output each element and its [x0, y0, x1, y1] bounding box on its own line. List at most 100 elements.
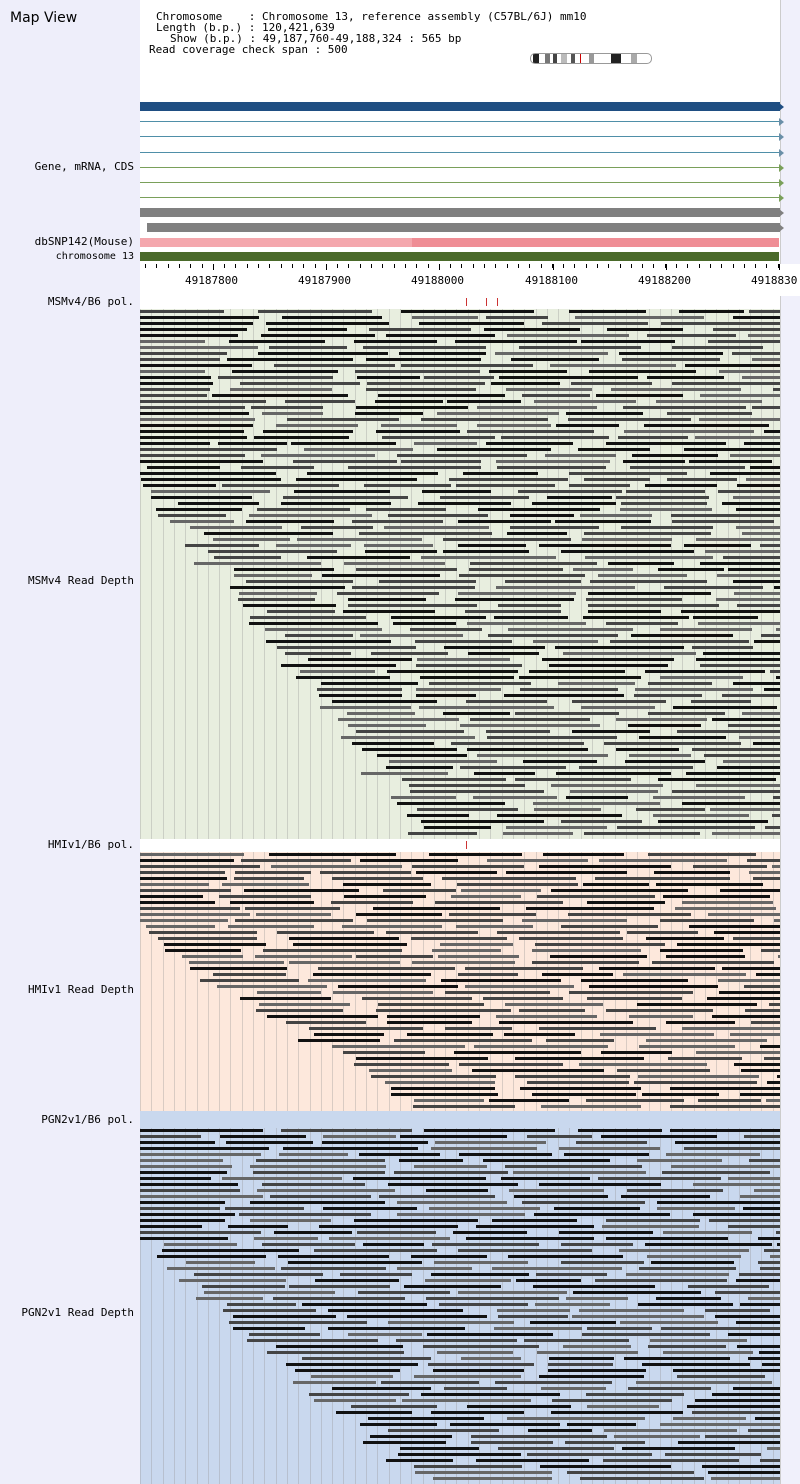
read-segment[interactable]: [363, 346, 486, 349]
read-segment[interactable]: [441, 979, 561, 982]
read-segment[interactable]: [367, 919, 503, 922]
read-segment[interactable]: [758, 1261, 780, 1264]
read-segment[interactable]: [458, 592, 576, 595]
read-segment[interactable]: [770, 670, 780, 673]
read-segment[interactable]: [617, 1069, 710, 1072]
read-segment[interactable]: [693, 1183, 780, 1186]
read-segment[interactable]: [599, 967, 715, 970]
read-segment[interactable]: [604, 742, 741, 745]
read-segment[interactable]: [397, 802, 505, 805]
read-segment[interactable]: [230, 586, 345, 589]
read-segment[interactable]: [443, 538, 571, 541]
read-segment[interactable]: [600, 1033, 714, 1036]
read-segment[interactable]: [140, 424, 253, 427]
read-segment[interactable]: [625, 760, 705, 763]
read-segment[interactable]: [760, 1045, 780, 1048]
read-segment[interactable]: [149, 931, 257, 934]
read-segment[interactable]: [733, 496, 780, 499]
read-segment[interactable]: [371, 1075, 496, 1078]
read-segment[interactable]: [140, 436, 247, 439]
read-segment[interactable]: [320, 706, 411, 709]
read-segment[interactable]: [140, 418, 255, 421]
read-segment[interactable]: [256, 1159, 385, 1162]
read-segment[interactable]: [281, 1267, 386, 1270]
read-segment[interactable]: [506, 388, 592, 391]
read-segment[interactable]: [476, 1459, 589, 1462]
read-segment[interactable]: [218, 442, 287, 445]
read-segment[interactable]: [283, 1147, 418, 1150]
read-segment[interactable]: [739, 736, 780, 739]
read-segment[interactable]: [468, 652, 539, 655]
read-segment[interactable]: [328, 1327, 465, 1330]
read-segment[interactable]: [638, 1303, 733, 1306]
read-segment[interactable]: [425, 1279, 511, 1282]
read-segment[interactable]: [507, 532, 567, 535]
read-segment[interactable]: [583, 616, 689, 619]
read-segment[interactable]: [190, 967, 287, 970]
read-segment[interactable]: [277, 646, 416, 649]
read-segment[interactable]: [140, 865, 260, 868]
read-segment[interactable]: [742, 532, 780, 535]
read-segment[interactable]: [684, 544, 751, 547]
read-segment[interactable]: [336, 1411, 412, 1414]
read-segment[interactable]: [599, 859, 727, 862]
read-segment[interactable]: [432, 949, 501, 952]
read-segment[interactable]: [700, 664, 780, 667]
read-segment[interactable]: [140, 1153, 261, 1156]
read-segment[interactable]: [394, 1039, 532, 1042]
read-segment[interactable]: [476, 1225, 594, 1228]
read-segment[interactable]: [314, 1033, 384, 1036]
read-segment[interactable]: [598, 574, 687, 577]
read-segment[interactable]: [665, 1453, 761, 1456]
read-segment[interactable]: [582, 1333, 710, 1336]
read-segment[interactable]: [378, 394, 505, 397]
read-segment[interactable]: [423, 1345, 539, 1348]
read-segment[interactable]: [241, 466, 314, 469]
read-segment[interactable]: [378, 1003, 484, 1006]
read-segment[interactable]: [354, 340, 437, 343]
read-segment[interactable]: [319, 1225, 458, 1228]
read-segment[interactable]: [140, 895, 203, 898]
read-segment[interactable]: [569, 472, 687, 475]
read-segment[interactable]: [321, 682, 418, 685]
read-segment[interactable]: [140, 907, 240, 910]
read-segment[interactable]: [357, 376, 420, 379]
read-segment[interactable]: [687, 1405, 780, 1408]
read-segment[interactable]: [308, 658, 412, 661]
read-segment[interactable]: [472, 1069, 604, 1072]
read-segment[interactable]: [402, 1399, 531, 1402]
read-segment[interactable]: [140, 370, 205, 373]
read-segment[interactable]: [663, 895, 770, 898]
read-segment[interactable]: [301, 526, 373, 529]
read-segment[interactable]: [722, 694, 780, 697]
read-segment[interactable]: [678, 1441, 780, 1444]
read-segment[interactable]: [719, 370, 780, 373]
read-segment[interactable]: [362, 997, 472, 1000]
read-segment[interactable]: [736, 1321, 780, 1324]
read-segment[interactable]: [456, 925, 533, 928]
read-segment[interactable]: [337, 592, 439, 595]
read-segment[interactable]: [550, 955, 647, 958]
read-segment[interactable]: [140, 1135, 201, 1138]
read-segment[interactable]: [753, 877, 780, 880]
dbsnp-feature[interactable]: [412, 238, 779, 247]
read-segment[interactable]: [250, 1165, 386, 1168]
cds-feature[interactable]: [140, 197, 780, 198]
read-segment[interactable]: [369, 328, 471, 331]
read-segment[interactable]: [603, 1459, 739, 1462]
read-segment[interactable]: [660, 676, 743, 679]
read-segment[interactable]: [314, 1249, 437, 1252]
read-segment[interactable]: [296, 478, 417, 481]
read-segment[interactable]: [477, 424, 551, 427]
read-segment[interactable]: [360, 859, 458, 862]
read-segment[interactable]: [140, 352, 227, 355]
read-segment[interactable]: [318, 967, 455, 970]
read-segment[interactable]: [404, 1285, 501, 1288]
read-segment[interactable]: [422, 490, 491, 493]
read-segment[interactable]: [658, 820, 768, 823]
read-segment[interactable]: [356, 913, 442, 916]
read-segment[interactable]: [539, 1183, 661, 1186]
read-segment[interactable]: [140, 328, 247, 331]
read-segment[interactable]: [695, 436, 780, 439]
read-segment[interactable]: [715, 1291, 780, 1294]
